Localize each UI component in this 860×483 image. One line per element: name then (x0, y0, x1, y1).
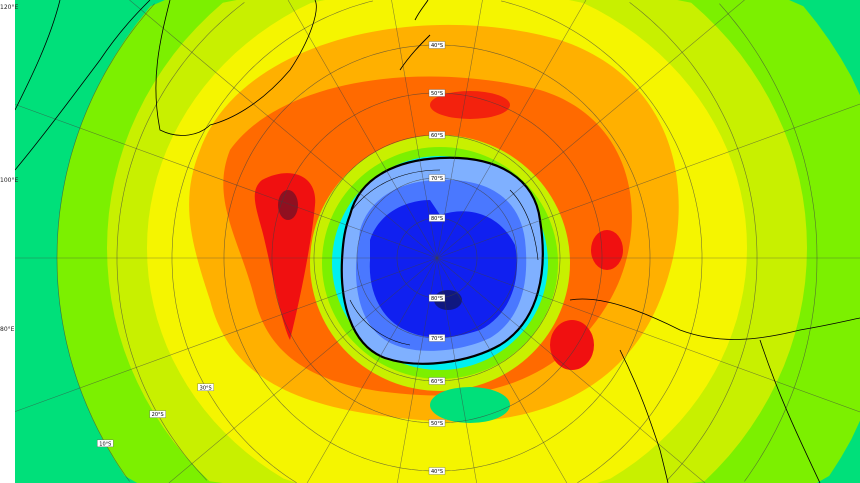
latitude-label-box (428, 89, 446, 97)
ozone-maximum-red-west (254, 173, 316, 340)
left-margin (0, 0, 15, 483)
meridian-line (14, 104, 438, 259)
latitude-label: 30°S (200, 385, 212, 391)
latitude-label-box (428, 214, 446, 222)
latitude-label: 70°S (431, 176, 443, 182)
longitude-label-120e: 120°E (0, 4, 19, 11)
latitude-label-box (428, 41, 446, 49)
ozone-maximum-red-north (430, 91, 510, 119)
latitude-label: 50°S (431, 91, 443, 97)
latitude-label: 10°S (99, 441, 111, 447)
latitude-label-box (149, 410, 166, 418)
latitude-label-box (428, 294, 446, 302)
latitude-circle (116, 2, 245, 481)
latitude-label: 60°S (431, 133, 443, 139)
ozone-maximum-red-east (591, 230, 623, 270)
meridian-line (436, 103, 860, 259)
latitude-label-box (428, 419, 446, 427)
ozone-low-patch-green (430, 387, 510, 423)
latitude-label: 60°S (431, 379, 443, 385)
coastline-new-zealand (399, 0, 431, 71)
coastline-australia (14, 0, 317, 171)
latitude-label-box (97, 439, 114, 448)
latitude-label-box (197, 383, 214, 391)
latitude-label-box (428, 131, 446, 139)
meridian-line (14, 257, 438, 412)
meridian-line (436, 257, 568, 483)
ozone-maximum-dark-red (278, 190, 298, 220)
meridian-line (129, 0, 438, 259)
latitude-label: 20°S (152, 412, 164, 418)
meridian-line (436, 257, 706, 483)
latitude-label: 70°S (431, 336, 443, 342)
latitude-label: 50°S (431, 421, 443, 427)
latitude-label-box (428, 467, 446, 475)
coastline-south-america (569, 298, 860, 483)
latitude-circle (744, 257, 818, 482)
meridian-line (436, 0, 587, 259)
longitude-label-100e: 100°E (0, 177, 19, 184)
ozone-maximum-red-south (550, 320, 594, 370)
latitude-circle (171, 0, 373, 483)
latitude-circle (501, 0, 703, 258)
meridian-line (436, 0, 745, 259)
longitude-label-80e: 80°E (0, 326, 15, 333)
latitude-circle (577, 258, 703, 483)
latitude-label: 80°S (431, 296, 443, 302)
latitude-label-box (428, 377, 446, 385)
latitude-label-box (428, 174, 446, 182)
latitude-circle (629, 2, 758, 258)
latitude-circle (719, 3, 818, 259)
meridian-line (287, 0, 438, 259)
meridian-line (436, 257, 860, 413)
latitude-label-box (428, 334, 446, 342)
meridian-line (306, 257, 438, 483)
latitude-circle (666, 258, 758, 481)
meridian-line (168, 257, 438, 483)
latitude-circle (56, 3, 155, 482)
latitude-label: 40°S (431, 469, 443, 475)
latitude-label: 80°S (431, 216, 443, 222)
latitude-label: 40°S (431, 43, 443, 49)
